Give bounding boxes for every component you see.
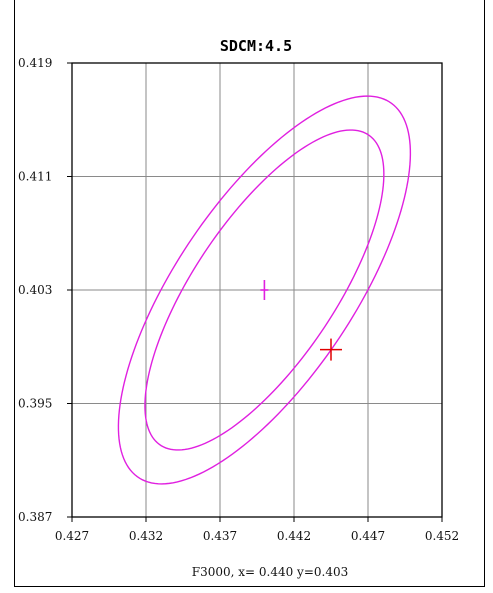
grid-lines [71, 62, 443, 518]
tolerance-ellipse-1 [144, 129, 385, 451]
x-axis-tick-labels: 0.427 0.432 0.437 0.442 0.447 0.452 [55, 517, 459, 543]
y-tick-label-2: 0.403 [18, 283, 52, 297]
y-tick-label-1: 0.411 [18, 170, 52, 184]
y-tick-label-3: 0.395 [18, 397, 52, 411]
x-tick-label-3: 0.442 [277, 529, 311, 543]
y-tick-label-4: 0.387 [18, 510, 52, 524]
chart-panel-border [14, 0, 485, 587]
y-axis-tick-labels: 0.419 0.411 0.403 0.395 0.387 [18, 56, 72, 524]
chart-caption: F3000, x= 0.440 y=0.403 [192, 565, 349, 579]
x-tick-label-5: 0.452 [425, 529, 459, 543]
x-tick-label-0: 0.427 [55, 529, 89, 543]
y-tick-label-0: 0.419 [18, 56, 52, 70]
x-tick-label-1: 0.432 [129, 529, 163, 543]
x-tick-label-4: 0.447 [351, 529, 385, 543]
chart-title: SDCM:4.5 [220, 37, 292, 55]
markers [260, 280, 342, 361]
tolerance-ellipse-0 [117, 95, 412, 485]
x-tick-label-2: 0.437 [203, 529, 237, 543]
tolerance-ellipses [117, 95, 412, 485]
